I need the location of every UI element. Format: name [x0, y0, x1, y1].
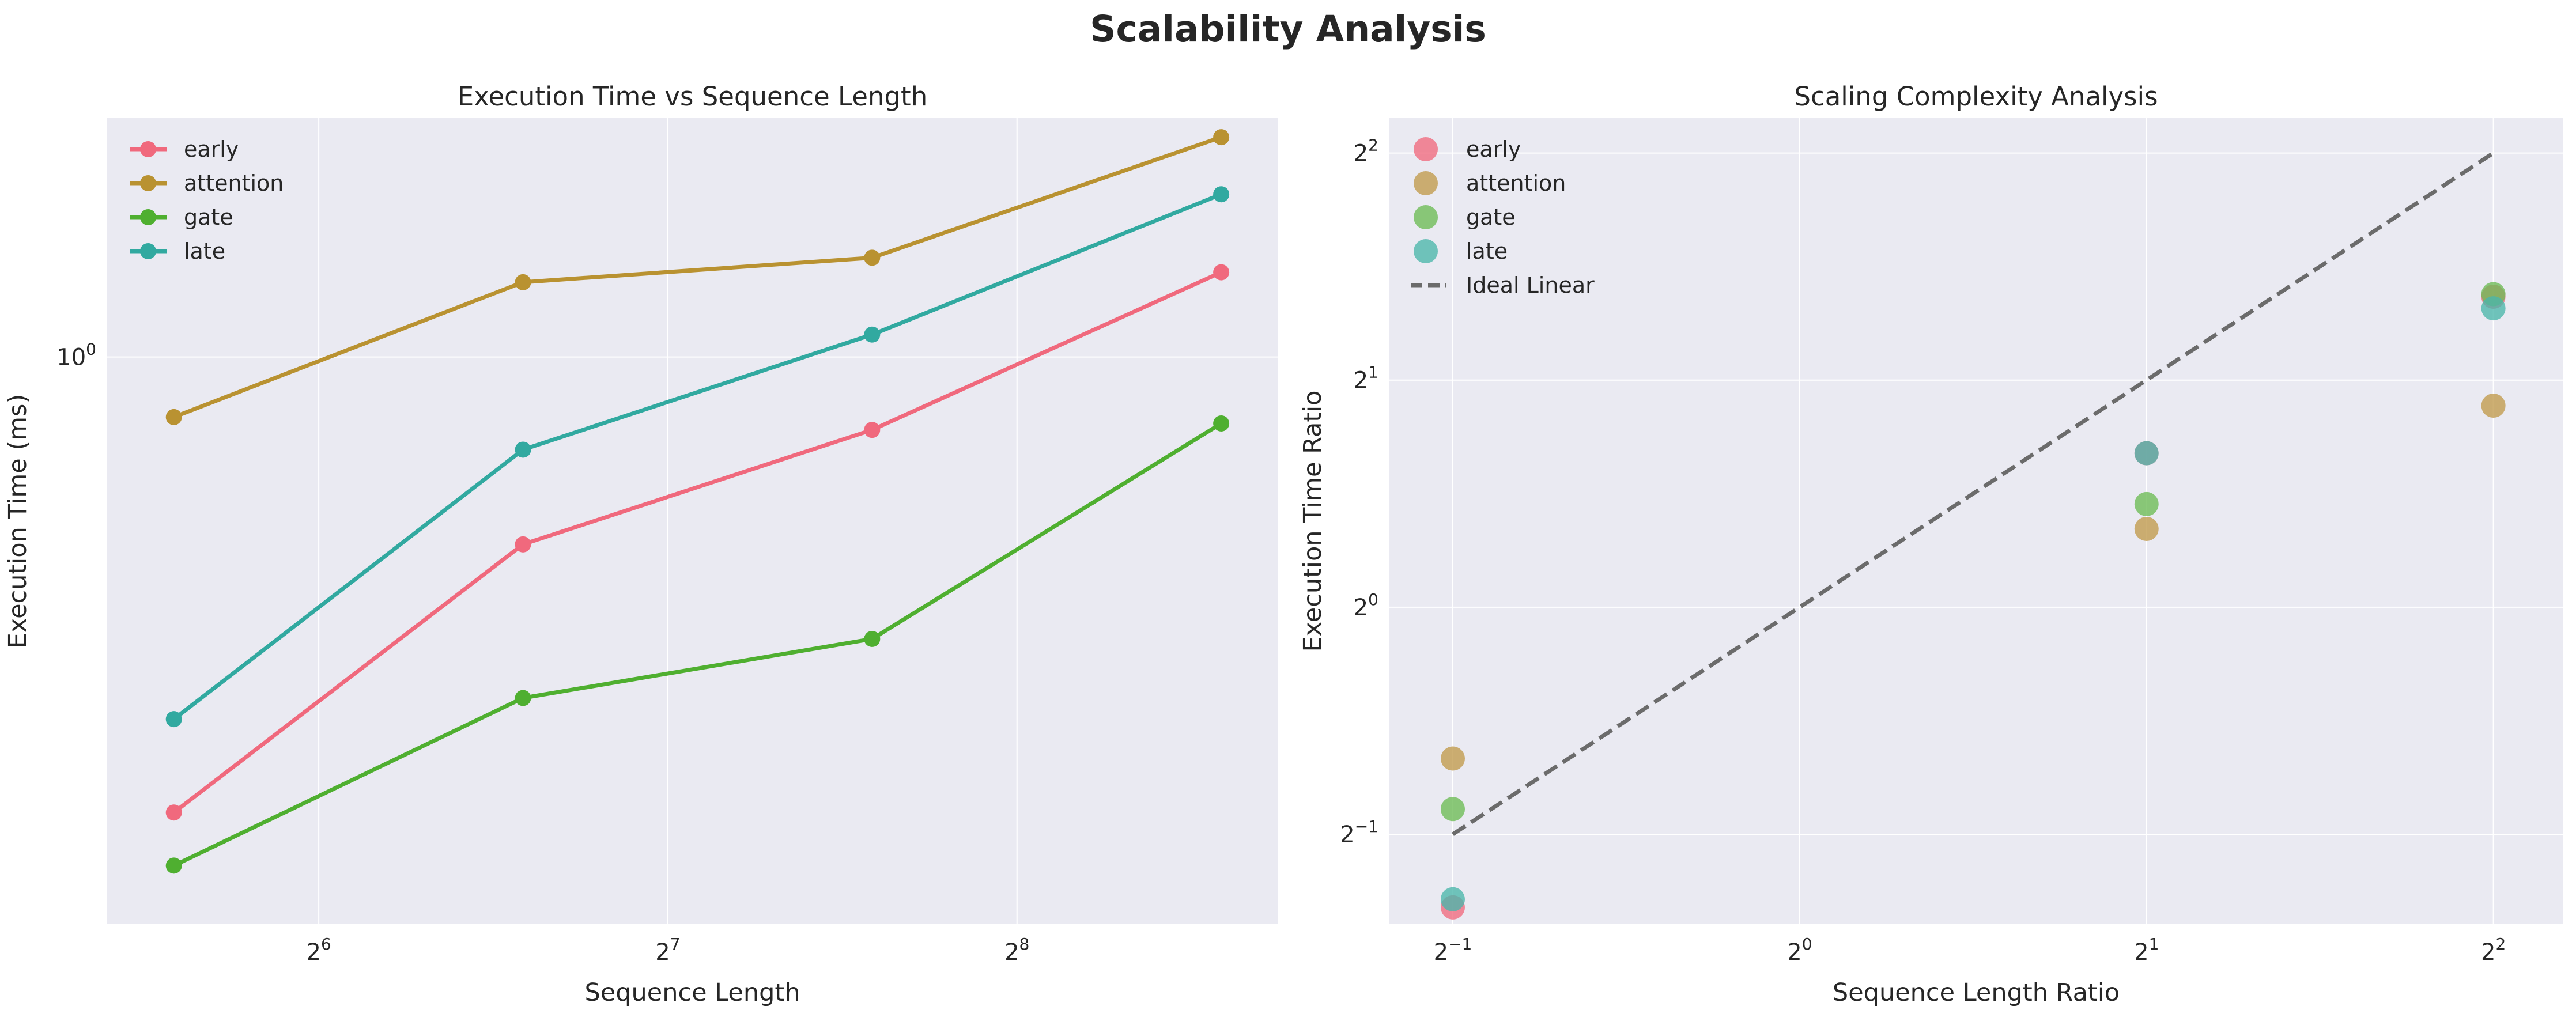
legend-label-late: late	[184, 239, 225, 264]
data-point-attention	[515, 274, 531, 290]
data-point-gate	[515, 690, 531, 706]
x-axis-label: Sequence Length	[584, 978, 800, 1007]
chart-left-panel: 26 27 28 100 Execution Time vs Sequence Leng…	[3, 81, 1278, 1007]
chart-title: Execution Time vs Sequence Length	[458, 81, 927, 112]
x-tick-label: 2−1	[1434, 935, 1472, 966]
legend-swatch-marker	[140, 243, 156, 259]
x-tick-label: 22	[2481, 935, 2506, 966]
data-point-early	[1213, 264, 1230, 281]
chart-title: Scaling Complexity Analysis	[1794, 81, 2158, 112]
legend-swatch-marker	[1414, 239, 1438, 263]
data-point-late	[1441, 887, 1465, 911]
legend-label-early: early	[184, 137, 239, 162]
legend-label-gate: gate	[1466, 205, 1516, 230]
ideal-linear-line	[1452, 151, 2495, 836]
y-tick-label: 21	[1354, 363, 1378, 394]
legend-label-attention: attention	[184, 171, 284, 196]
legend-swatch-marker	[1414, 137, 1438, 161]
x-tick-label: 27	[655, 935, 680, 966]
data-point-attention	[2134, 516, 2159, 541]
data-point-gate	[2134, 491, 2159, 516]
y-axis-label: Execution Time Ratio	[1298, 391, 1327, 652]
data-point-gate	[1213, 415, 1230, 432]
data-point-late	[864, 326, 881, 343]
x-tick-label: 20	[1787, 935, 1812, 966]
y-axis-label: Execution Time (ms)	[3, 394, 32, 648]
x-axis-label: Sequence Length Ratio	[1833, 978, 2120, 1007]
legend-label-gate: gate	[184, 205, 233, 230]
data-point-late	[1213, 186, 1230, 203]
x-tick-label: 26	[306, 935, 331, 966]
data-point-early	[864, 422, 881, 438]
plot-area	[1389, 118, 2563, 924]
data-point-late	[2481, 296, 2506, 321]
legend-swatch-marker	[140, 175, 156, 191]
data-point-attention	[1213, 129, 1230, 146]
y-tick-label: 2−1	[1340, 817, 1378, 848]
data-point-attention	[864, 249, 881, 266]
figure-title: Scalability Analysis	[1090, 8, 1486, 50]
y-tick-label: 100	[56, 340, 96, 371]
legend-swatch-marker	[140, 209, 156, 225]
plot-area	[107, 118, 1278, 924]
series-line-early	[172, 270, 1222, 814]
legend-label-attention: attention	[1466, 171, 1566, 196]
data-point-gate	[864, 630, 881, 647]
y-tick-label: 22	[1354, 136, 1378, 167]
data-point-gate	[165, 857, 182, 874]
legend-label-early: early	[1466, 137, 1521, 162]
legend-swatch-marker	[1414, 205, 1438, 229]
data-point-late	[165, 711, 182, 728]
legend-label-ideal-linear: Ideal Linear	[1466, 273, 1595, 298]
chart-right-panel: 2−1 20 21 22 2−1 20 21 22 Scaling Complexity Ana…	[1298, 81, 2563, 1007]
data-point-attention	[165, 409, 182, 425]
x-tick-label: 28	[1004, 935, 1029, 966]
data-point-attention	[2481, 394, 2506, 418]
legend-swatch-marker	[1414, 171, 1438, 195]
x-tick-label: 21	[2134, 935, 2159, 966]
data-point-late	[2134, 441, 2159, 466]
data-point-early	[515, 536, 531, 553]
data-point-attention	[1441, 746, 1465, 771]
data-point-gate	[1441, 797, 1465, 822]
series-line-late	[172, 192, 1222, 721]
series-line-gate	[173, 421, 1222, 868]
legend-swatch-marker	[140, 141, 156, 157]
data-point-early	[165, 804, 182, 821]
legend-label-late: late	[1466, 239, 1508, 264]
y-tick-label: 20	[1354, 590, 1378, 621]
data-point-late	[515, 441, 531, 458]
series-line-attention	[173, 135, 1222, 419]
